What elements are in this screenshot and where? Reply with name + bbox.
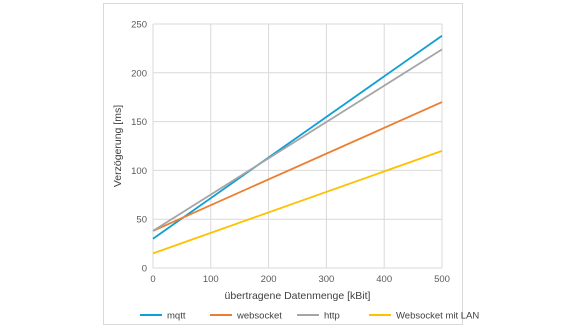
series-line-2 (152, 48, 443, 232)
legend: mqtt websocket http Websocket mit LAN (140, 311, 479, 322)
y-tick-label: 250 (131, 20, 147, 31)
x-tick-label: 300 (318, 274, 334, 285)
series-line-1 (152, 101, 443, 232)
series-line-0 (152, 34, 443, 240)
tick-labels: 0 50 100 150 200 250 0 100 200 300 400 500 (131, 20, 450, 286)
y-tick-label: 100 (131, 166, 147, 177)
x-tick-label: 500 (434, 274, 450, 285)
legend-label: mqtt (167, 311, 186, 322)
y-axis-title: Verzögerung [ms] (112, 105, 124, 187)
series-line-3 (152, 150, 443, 255)
x-tick-label: 200 (261, 274, 277, 285)
x-tick-label: 0 (150, 274, 155, 285)
x-axis-title: übertragene Datenmenge [kBit] (225, 290, 371, 302)
y-tick-label: 50 (136, 215, 147, 226)
x-tick-label: 100 (203, 274, 219, 285)
legend-label: websocket (236, 311, 282, 322)
x-tick-label: 400 (376, 274, 392, 285)
legend-label: http (324, 311, 340, 322)
series-lines (152, 34, 443, 255)
y-tick-label: 0 (142, 264, 147, 275)
legend-label: Websocket mit LAN (396, 311, 479, 322)
y-tick-label: 150 (131, 117, 147, 128)
y-tick-label: 200 (131, 68, 147, 79)
gridlines (152, 23, 443, 269)
